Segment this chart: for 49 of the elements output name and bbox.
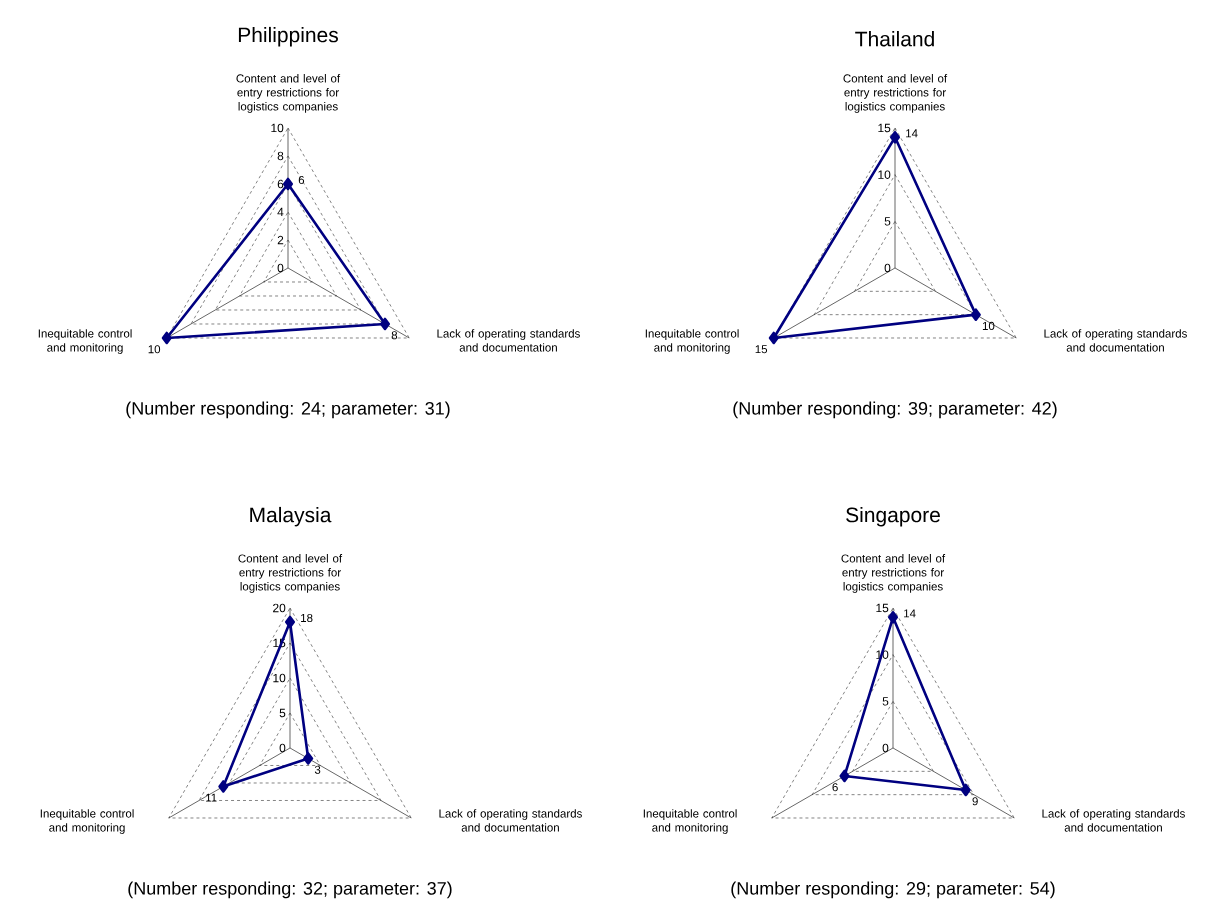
spoke-label: Lack of operating standards and documentation — [1042, 809, 1185, 832]
spoke-label: Inequitable control and monitoring — [643, 809, 737, 834]
spoke-label: Lack of operating standards and documentation — [439, 809, 582, 832]
text: (Number responding: 29; parameter: 54) — [731, 881, 1055, 899]
y-tick-label: 5 — [882, 697, 889, 706]
spoke-label: Content and level of entry restrictions for logistics companies — [843, 74, 948, 113]
y-tick-label: 4 — [277, 207, 284, 217]
text: (Number responding: 24; parameter: 31) — [126, 401, 450, 419]
y-tick-label: 10 — [271, 123, 284, 133]
data-label: 9 — [972, 797, 978, 806]
y-tick-label: 10 — [878, 170, 891, 179]
data-label: 6 — [298, 175, 305, 185]
data-label: 18 — [301, 613, 313, 623]
y-tick-label: 0 — [884, 263, 891, 273]
chart-title: Thailand — [855, 31, 934, 47]
text: (Number responding: 32; parameter: 37) — [128, 881, 452, 899]
y-tick-label: 5 — [884, 217, 891, 226]
data-label: 6 — [832, 783, 838, 792]
chart-title: Philippines — [238, 26, 338, 47]
y-tick-label: 15 — [876, 603, 889, 613]
y-tick-label: 2 — [277, 235, 284, 245]
chart-title: Malaysia — [250, 506, 332, 527]
y-tick-label: 8 — [277, 151, 284, 161]
y-tick-label: 20 — [273, 603, 286, 613]
spoke-label: Content and level of entry restrictions for logistics companies — [841, 554, 946, 593]
data-label: 8 — [391, 331, 398, 340]
y-tick-label: 6 — [277, 179, 284, 189]
spoke-label: Lack of operating standards and documentation — [437, 329, 580, 352]
y-tick-label: 5 — [279, 708, 286, 718]
spoke-label: Content and level of entry restrictions for logistics companies — [236, 74, 341, 113]
spoke-label: Content and level of entry restrictions for logistics companies — [238, 554, 343, 593]
data-label: 3 — [314, 765, 321, 774]
chart-title: Singapore — [846, 506, 940, 527]
y-tick-label: 0 — [277, 263, 284, 273]
y-tick-label: 0 — [279, 743, 286, 753]
data-label: 14 — [904, 609, 916, 618]
spoke-label: Lack of operating standards and documentation — [1044, 329, 1187, 352]
data-label: 10 — [982, 321, 995, 330]
y-tick-label: 10 — [273, 673, 286, 683]
spoke-label: Inequitable control and monitoring — [40, 809, 134, 834]
data-label: 10 — [148, 345, 161, 354]
spoke-label: Inequitable control and monitoring — [645, 329, 739, 354]
y-tick-label: 0 — [882, 743, 889, 753]
spoke-label: Inequitable control and monitoring — [38, 329, 132, 354]
text: (Number responding: 39; parameter: 42) — [733, 401, 1057, 419]
data-label: 15 — [755, 345, 768, 354]
data-label: 11 — [206, 793, 217, 802]
y-tick-label: 15 — [878, 123, 891, 133]
data-label: 14 — [906, 129, 918, 138]
